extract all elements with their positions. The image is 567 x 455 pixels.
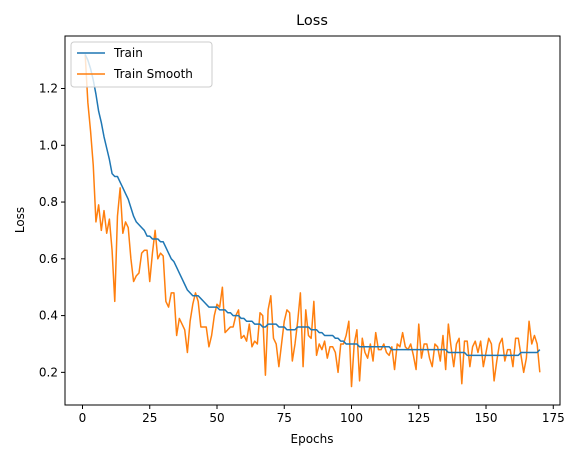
y-tick-label: 1.2 [39,82,58,96]
x-tick-label: 75 [277,411,292,425]
legend-label-train: Train [113,46,143,60]
x-tick-label: 100 [340,411,363,425]
series-line-train-smooth [84,54,541,388]
y-tick-label: 1.0 [39,138,58,152]
x-axis-label: Epochs [291,432,334,446]
chart-title: Loss [296,13,328,29]
x-tick-label: 150 [475,411,498,425]
y-tick-label: 0.4 [39,309,58,323]
y-axis-label: Loss [13,207,27,233]
y-tick-label: 0.6 [39,252,58,266]
y-tick-label: 0.8 [39,195,58,209]
x-tick-label: 175 [542,411,565,425]
x-tick-label: 25 [142,411,157,425]
plot-area [65,36,560,405]
y-tick-label: 0.2 [39,365,58,379]
plot-frame [64,35,561,406]
legend: Train Train Smooth [70,41,213,88]
series-line-train [84,54,541,357]
x-tick-label: 125 [407,411,430,425]
x-axis-ticks: 0 25 50 75 100 125 150 175 [79,405,565,425]
x-tick-label: 0 [79,411,87,425]
y-axis-ticks: 0.2 0.4 0.6 0.8 1.0 1.2 [39,82,65,379]
legend-label-train-smooth: Train Smooth [113,67,193,81]
x-tick-label: 50 [209,411,224,425]
series-layer [84,54,541,388]
legend-box [70,41,213,88]
